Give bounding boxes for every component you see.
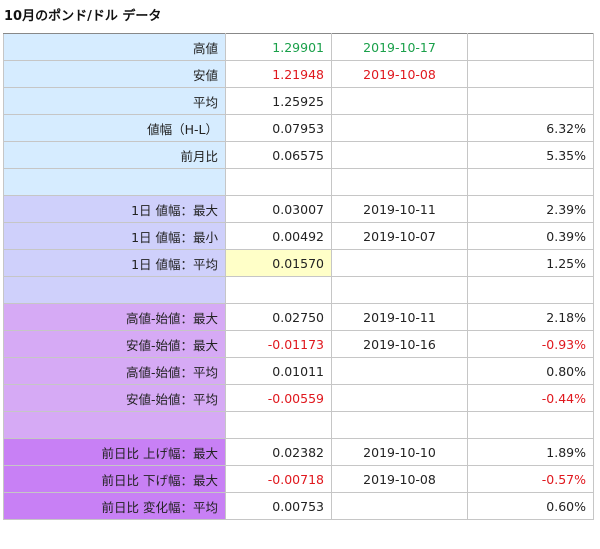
table-row: 安値 1.21948 2019-10-08 [3,60,594,88]
row-label: 1日 値幅：最小 [3,222,226,250]
percent-cell: 0.60% [467,492,594,520]
percent-cell: 2.18% [467,303,594,331]
percent-cell: 0.80% [467,357,594,385]
date-cell [331,411,468,439]
date-cell: 2019-10-16 [331,330,468,358]
date-cell [331,168,468,196]
data-table: 高値 1.29901 2019-10-17 安値 1.21948 2019-10… [3,33,594,520]
table-row: 1日 値幅：最大 0.03007 2019-10-11 2.39% [3,195,594,223]
table-row: 1日 値幅：平均 0.01570 1.25% [3,249,594,277]
date-cell [331,357,468,385]
row-label: 平均 [3,87,226,115]
table-row: 安値-始値：最大 -0.01173 2019-10-16 -0.93% [3,330,594,358]
value-cell: 1.25925 [225,87,332,115]
spacer-row [3,168,594,196]
table-row: 安値-始値：平均 -0.00559 -0.44% [3,384,594,412]
row-label [3,411,226,439]
row-label: 前日比 上げ幅：最大 [3,438,226,466]
row-label: 1日 値幅：最大 [3,195,226,223]
table-row: 前日比 変化幅：平均 0.00753 0.60% [3,492,594,520]
value-cell: -0.00559 [225,384,332,412]
value-cell [225,276,332,304]
row-label: 高値 [3,33,226,61]
percent-cell [467,411,594,439]
table-row: 前月比 0.06575 5.35% [3,141,594,169]
table-row: 高値 1.29901 2019-10-17 [3,33,594,61]
date-cell: 2019-10-11 [331,195,468,223]
value-cell: 1.21948 [225,60,332,88]
page-title: 10月のポンド/ドル データ [4,9,162,24]
percent-cell: -0.57% [467,465,594,493]
percent-cell: 1.89% [467,438,594,466]
date-cell [331,87,468,115]
row-label: 安値 [3,60,226,88]
value-cell: 0.06575 [225,141,332,169]
value-cell [225,168,332,196]
percent-cell [467,33,594,61]
row-label: 前月比 [3,141,226,169]
value-cell: 0.02750 [225,303,332,331]
value-cell: 0.00753 [225,492,332,520]
date-cell: 2019-10-08 [331,60,468,88]
row-label [3,276,226,304]
date-cell: 2019-10-08 [331,465,468,493]
spacer-row [3,411,594,439]
percent-cell: 6.32% [467,114,594,142]
date-cell [331,384,468,412]
table-row: 値幅（H-L） 0.07953 6.32% [3,114,594,142]
row-label: 前日比 下げ幅：最大 [3,465,226,493]
date-cell [331,141,468,169]
highlighted-value-cell: 0.01570 [225,249,332,277]
date-cell [331,249,468,277]
value-cell: 0.02382 [225,438,332,466]
row-label: 1日 値幅：平均 [3,249,226,277]
date-cell: 2019-10-17 [331,33,468,61]
table-row: 前日比 上げ幅：最大 0.02382 2019-10-10 1.89% [3,438,594,466]
percent-cell [467,87,594,115]
date-cell [331,492,468,520]
date-cell: 2019-10-11 [331,303,468,331]
date-cell: 2019-10-07 [331,222,468,250]
date-cell: 2019-10-10 [331,438,468,466]
value-cell: -0.01173 [225,330,332,358]
value-cell: 0.07953 [225,114,332,142]
spacer-row [3,276,594,304]
date-cell [331,276,468,304]
percent-cell: 1.25% [467,249,594,277]
row-label: 値幅（H-L） [3,114,226,142]
row-label [3,168,226,196]
percent-cell: 2.39% [467,195,594,223]
date-cell [331,114,468,142]
percent-cell [467,168,594,196]
table-row: 前日比 下げ幅：最大 -0.00718 2019-10-08 -0.57% [3,465,594,493]
value-cell: 0.03007 [225,195,332,223]
row-label: 高値-始値：平均 [3,357,226,385]
value-cell: 0.01011 [225,357,332,385]
percent-cell: -0.44% [467,384,594,412]
value-cell [225,411,332,439]
row-label: 安値-始値：最大 [3,330,226,358]
table-row: 高値-始値：平均 0.01011 0.80% [3,357,594,385]
table-row: 1日 値幅：最小 0.00492 2019-10-07 0.39% [3,222,594,250]
value-cell: 0.00492 [225,222,332,250]
table-row: 高値-始値：最大 0.02750 2019-10-11 2.18% [3,303,594,331]
value-cell: -0.00718 [225,465,332,493]
row-label: 安値-始値：平均 [3,384,226,412]
percent-cell [467,276,594,304]
percent-cell: 5.35% [467,141,594,169]
row-label: 高値-始値：最大 [3,303,226,331]
percent-cell [467,60,594,88]
value-cell: 1.29901 [225,33,332,61]
percent-cell: -0.93% [467,330,594,358]
table-row: 平均 1.25925 [3,87,594,115]
percent-cell: 0.39% [467,222,594,250]
row-label: 前日比 変化幅：平均 [3,492,226,520]
